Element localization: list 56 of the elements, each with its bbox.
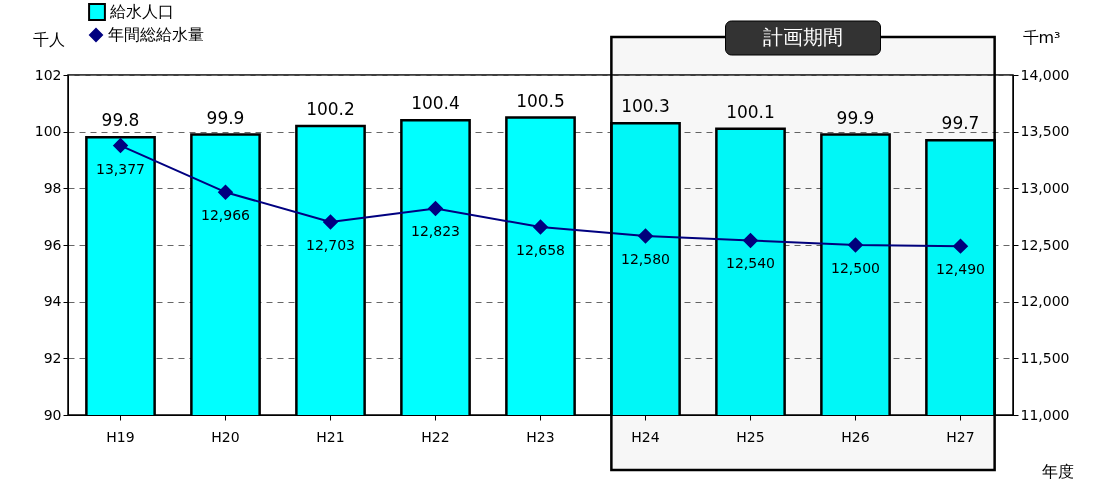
point	[953, 238, 968, 254]
x-tick-label: H19	[106, 428, 135, 445]
data-label: 12,966	[201, 207, 251, 224]
point	[428, 201, 443, 216]
data-label: 12,658	[516, 242, 565, 259]
data-label: 100.2	[306, 99, 355, 119]
x-tick-label: H27	[946, 428, 975, 445]
y2-tick-label: 13,500	[1020, 123, 1070, 140]
data-label: 12,540	[726, 255, 775, 272]
y-axis-title: 千人	[32, 29, 65, 49]
data-label: 12,703	[306, 236, 355, 253]
x-tick-label: H24	[631, 428, 660, 445]
x-tick-label: H23	[526, 428, 555, 445]
y-tick-label: 102	[34, 66, 62, 83]
x-tick-label: H26	[841, 428, 870, 445]
point	[218, 184, 233, 200]
band-label: 計画期間	[763, 25, 843, 49]
data-label: 99.7	[941, 113, 980, 134]
point	[113, 138, 128, 153]
point	[638, 228, 653, 244]
point	[533, 219, 548, 235]
point	[848, 237, 863, 253]
x-tick-label: H22	[421, 428, 450, 445]
data-label: 12,500	[831, 260, 880, 276]
data-label: 13,377	[96, 160, 145, 177]
y2-tick-label: 12,500	[1020, 236, 1070, 253]
y2-tick-label: 11,000	[1020, 406, 1070, 423]
point	[323, 214, 338, 230]
data-label: 99.9	[206, 107, 245, 128]
data-label: 100.3	[621, 96, 670, 117]
data-label: 12,490	[936, 261, 985, 278]
y-tick-label: 94	[43, 293, 62, 310]
y2-tick-label: 12,000	[1020, 293, 1070, 310]
data-label: 100.1	[726, 101, 775, 122]
x-tick-label: H20	[211, 428, 240, 445]
y2-tick-label: 13,000	[1020, 179, 1070, 196]
data-label: 99.9	[836, 107, 875, 128]
x-axis-title: 年度	[1041, 461, 1074, 481]
point	[743, 233, 758, 248]
y2-axis-title: 千m³	[1022, 27, 1061, 47]
y-tick-label: 90	[43, 406, 62, 423]
data-label: 100.5	[516, 90, 565, 111]
x-tick-label: H21	[316, 428, 345, 445]
y2-tick-label: 14,000	[1020, 66, 1070, 83]
y2-tick-label: 11,500	[1020, 349, 1070, 366]
y-tick-label: 100	[34, 123, 62, 140]
legend-label: 年間総給水量	[108, 25, 204, 44]
data-label: 99.8	[101, 110, 140, 131]
data-label: 12,580	[621, 250, 670, 267]
data-label: 100.4	[411, 93, 460, 114]
y-tick-label: 96	[43, 236, 62, 253]
legend-label: 給水人口	[109, 2, 174, 21]
y-tick-label: 92	[43, 349, 62, 366]
x-tick-label: H25	[736, 428, 765, 445]
y-tick-label: 98	[43, 179, 62, 196]
data-label: 12,823	[411, 223, 460, 240]
